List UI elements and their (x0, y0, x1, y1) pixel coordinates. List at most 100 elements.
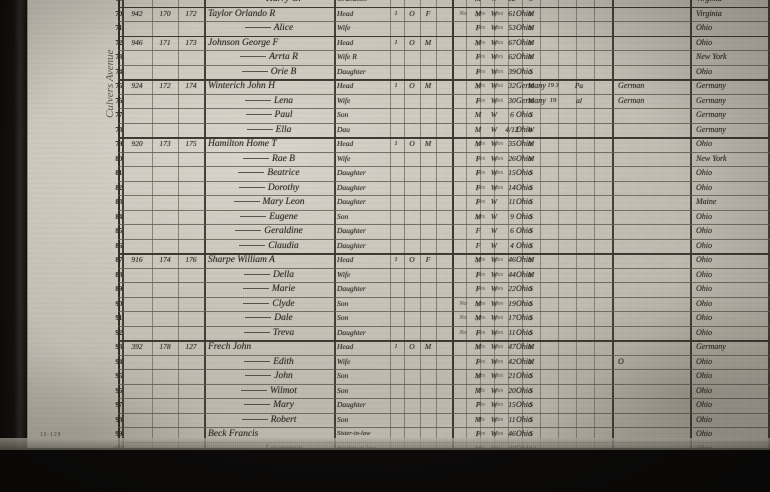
table-cell: No (459, 299, 467, 307)
table-cell: Virginia (692, 0, 770, 7)
table-row: Mary Daughter F W 15 S No yes Ohio Ohio (122, 398, 770, 413)
table-cell: 4 (510, 240, 514, 250)
table-cell: S (529, 429, 533, 438)
table-cell: 22 (508, 284, 516, 293)
table-cell: yes (494, 299, 504, 307)
table-cell: yes (476, 9, 486, 17)
table-cell: M (527, 342, 535, 351)
grid-horizontal-rule (118, 354, 770, 356)
table-cell: Ohio (696, 313, 712, 322)
person-name-cell: Paul (204, 108, 334, 123)
grid-horizontal-rule (118, 108, 770, 109)
grid-vertical-rule (404, 0, 405, 464)
table-cell: S (529, 197, 533, 206)
table-cell: 176 (185, 255, 197, 264)
table-cell: W (490, 429, 498, 438)
table-cell: yes (494, 82, 504, 89)
person-name-text: Geraldine (264, 226, 303, 236)
table-cell: 15 (508, 400, 516, 409)
table-cell: Ohio (696, 182, 712, 192)
person-name-text: Hamilton Home T (208, 139, 277, 149)
grid-vertical-rule (558, 0, 559, 464)
person-name-text: Clyde (272, 298, 295, 309)
table-cell: M (527, 8, 535, 18)
grid-vertical-rule (690, 0, 692, 464)
table-cell: W (486, 0, 502, 7)
table-cell: F (475, 168, 481, 177)
table-cell: S (529, 298, 533, 308)
table-cell: 19 3 (547, 82, 559, 89)
grid-horizontal-rule (118, 79, 770, 81)
table-cell: Germany (696, 81, 726, 90)
table-cell: S (529, 371, 533, 380)
table-row: Harry G. Grandson MW12S Virginia (122, 0, 770, 7)
table-cell: S (529, 211, 533, 221)
table-cell: German (618, 81, 645, 90)
ditto-dash-icon (241, 70, 268, 72)
table-cell: W (490, 269, 498, 279)
table-cell: W (490, 342, 498, 351)
table-cell: Ohio (516, 298, 532, 308)
grid-horizontal-rule (118, 325, 770, 327)
grid-vertical-rule (334, 0, 336, 464)
table-cell: Germany (516, 95, 546, 105)
table-cell: F (475, 269, 481, 279)
table-cell: S (529, 414, 533, 424)
ditto-dash-icon (243, 273, 270, 275)
table-cell: 6 (510, 226, 514, 235)
person-name-cell: Harry G. (204, 0, 334, 7)
table-cell: yes (494, 386, 504, 394)
table-cell: 172 (185, 8, 197, 18)
person-name-text: Mary Leon (262, 197, 305, 207)
table-cell: Ohio (696, 211, 712, 221)
table-cell: M (470, 0, 486, 7)
person-name-cell: Lena (204, 94, 334, 109)
table-cell: Head (337, 37, 354, 47)
table-cell: Ohio (696, 414, 712, 424)
person-name-cell: Geraldine (204, 224, 334, 239)
table-cell: yes (494, 357, 504, 365)
grid-horizontal-rule (118, 93, 770, 95)
table-cell: Ohio (516, 342, 532, 351)
person-name-text: Winterich John H (208, 81, 276, 91)
table-cell: Daughter (337, 168, 366, 177)
table-cell: Daughter (337, 284, 366, 293)
grid-vertical-rule (420, 0, 421, 464)
person-name-text: Edith (273, 356, 294, 367)
table-cell: No (459, 9, 467, 17)
table-cell: M (527, 255, 535, 264)
table-cell: S (529, 400, 533, 409)
table-cell: 35 (508, 139, 516, 148)
table-cell: Ohio (516, 385, 532, 395)
table-cell: 1 (394, 140, 398, 147)
table-cell: 44 (508, 269, 516, 279)
table-cell: Ohio (696, 327, 712, 337)
table-cell: Wife (337, 23, 351, 32)
table-cell: 11 (508, 327, 516, 337)
table-cell: M (474, 110, 482, 119)
person-name-cell: Arrta R (204, 50, 334, 65)
table-cell: O (409, 255, 415, 264)
table-cell: Ohio (516, 168, 532, 177)
table-cell: 172 (159, 81, 171, 90)
table-cell: Ohio (696, 371, 712, 380)
table-cell: Ohio (516, 429, 532, 438)
table-cell: W (490, 139, 498, 148)
table-cell: Virginia (696, 8, 722, 18)
table-cell: W (490, 182, 498, 192)
grid-horizontal-rule (118, 6, 770, 9)
table-cell: S (529, 327, 533, 337)
grid-vertical-rule (122, 0, 124, 464)
person-name-cell: Beck Francis (204, 427, 338, 442)
ditto-dash-icon (245, 375, 272, 377)
table-cell: Ohio (516, 371, 532, 380)
table-cell: Ohio (696, 356, 712, 366)
grid-vertical-rule (594, 0, 595, 464)
grid-horizontal-rule (118, 398, 770, 399)
table-row: 942 170 172 Taylor Orlando R Head 1 O F M W 61 M No y… (122, 7, 770, 22)
table-cell: Germany (696, 124, 726, 134)
